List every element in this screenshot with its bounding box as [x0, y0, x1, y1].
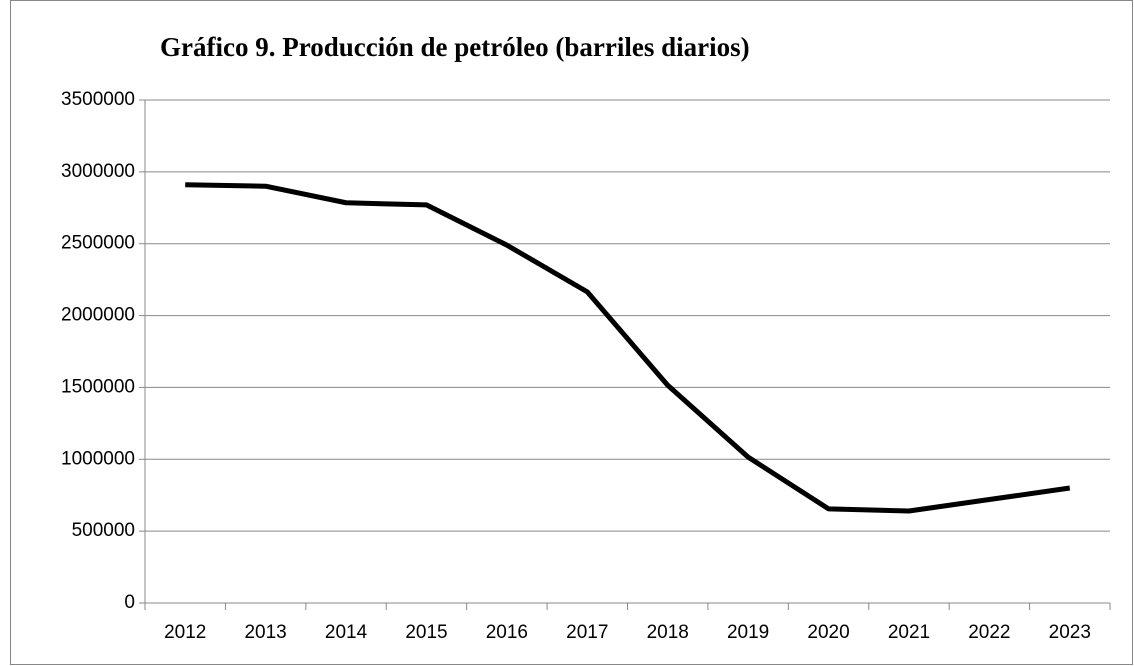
y-tick-label: 2500000 [61, 233, 135, 254]
x-tick-label: 2017 [566, 622, 608, 643]
x-tick-label: 2016 [486, 622, 528, 643]
x-tick-label: 2015 [405, 622, 447, 643]
y-tick-label: 500000 [72, 520, 135, 541]
x-tick-label: 2014 [325, 622, 368, 643]
y-tick-label: 1000000 [61, 448, 135, 469]
x-tick-label: 2023 [1049, 622, 1091, 643]
data-line [185, 182, 1071, 514]
x-tick-label: 2018 [647, 622, 689, 643]
x-tick-label: 2012 [164, 622, 206, 643]
y-tick-label: 3500000 [61, 89, 135, 110]
chart-title: Gráfico 9. Producción de petróleo (barri… [160, 32, 750, 62]
y-tick-label: 2000000 [61, 305, 135, 326]
x-tick-label: 2021 [888, 622, 930, 643]
x-tick-label: 2022 [968, 622, 1010, 643]
y-tick-label: 1500000 [61, 376, 135, 397]
x-tick-label: 2013 [244, 622, 286, 643]
y-tick-label: 3000000 [61, 161, 135, 182]
chart-frame [10, 0, 1133, 665]
x-tick-label: 2019 [727, 622, 769, 643]
x-tick-label: 2020 [807, 622, 849, 643]
y-tick-label: 0 [124, 592, 135, 613]
